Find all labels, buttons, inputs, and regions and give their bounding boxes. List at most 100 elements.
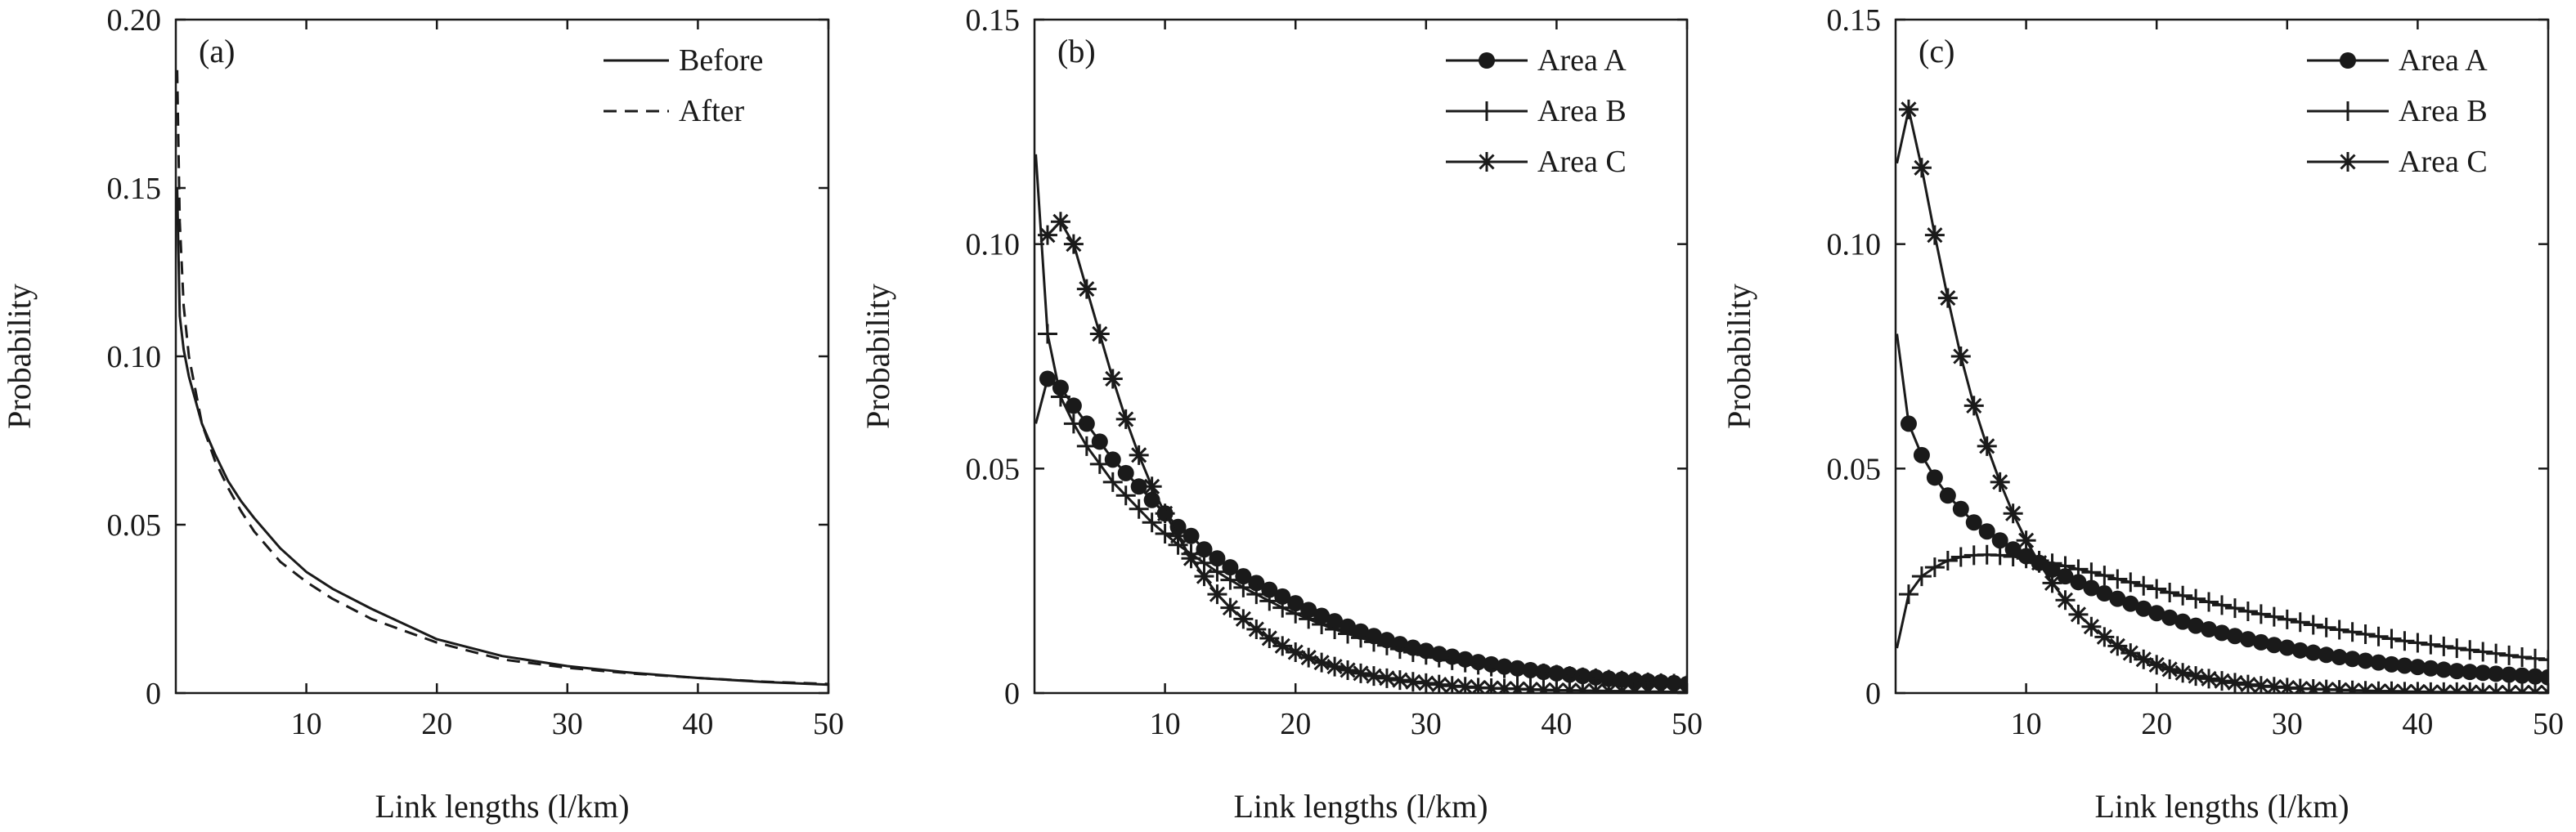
marker-plus [2316, 617, 2336, 637]
legend-label: After [679, 94, 745, 128]
marker-circle [2540, 669, 2548, 686]
marker-asterisk [2107, 636, 2128, 656]
marker-plus [2277, 609, 2297, 629]
marker-asterisk [1651, 682, 1672, 693]
y-axis-label: Probability [859, 284, 896, 429]
legend-label: Area A [1537, 43, 1627, 78]
marker-plus [1050, 387, 1070, 407]
marker-plus [1389, 639, 1410, 660]
marker-circle [1183, 527, 1200, 544]
marker-plus [1076, 436, 1097, 456]
marker-asterisk [1520, 679, 1541, 693]
marker-asterisk [2342, 680, 2363, 693]
series-line-before [176, 187, 828, 687]
marker-circle [2122, 595, 2139, 612]
marker-plus [1990, 545, 2010, 566]
marker-plus [1115, 485, 1136, 506]
panel-label: (c) [1919, 33, 1954, 69]
marker-asterisk [1664, 682, 1685, 693]
marker-asterisk [2264, 677, 2284, 693]
marker-asterisk [1546, 680, 1567, 693]
marker-asterisk [1950, 347, 1971, 366]
x-tick-label: 40 [2402, 707, 2433, 741]
marker-circle [2201, 620, 2218, 637]
marker-plus [1129, 499, 1149, 519]
marker-asterisk [1533, 680, 1554, 693]
marker-plus [1520, 662, 1541, 682]
marker-plus [1477, 101, 1497, 121]
marker-circle [2344, 651, 2361, 668]
marker-circle [2174, 613, 2192, 630]
marker-asterisk [2029, 552, 2049, 573]
marker-plus [1325, 619, 1345, 639]
marker-circle [2057, 568, 2074, 585]
marker-circle [2096, 585, 2113, 602]
plot-frame [1033, 18, 1689, 695]
marker-circle [2370, 654, 2387, 671]
legend-label: Area B [1537, 94, 1627, 128]
y-tick-label: 0.10 [966, 228, 1021, 262]
marker-circle [1117, 464, 1134, 481]
marker-circle [1130, 478, 1147, 495]
marker-asterisk [2042, 573, 2062, 593]
series-line-area-c [1046, 220, 1687, 693]
marker-asterisk [1063, 234, 1084, 254]
marker-plus [2525, 648, 2546, 669]
marker-asterisk [1129, 445, 1149, 465]
marker-circle [2239, 631, 2256, 648]
marker-asterisk [1402, 672, 1423, 692]
marker-plus [2368, 626, 2389, 646]
marker-asterisk [2499, 682, 2520, 693]
marker-circle [2226, 628, 2243, 645]
marker-plus [1299, 609, 1319, 629]
marker-plus [2290, 612, 2310, 633]
marker-asterisk [1194, 566, 1214, 587]
marker-plus [2355, 624, 2376, 645]
y-tick-label: 0 [146, 677, 161, 711]
marker-circle [1900, 415, 1917, 432]
marker-plus [1937, 550, 1958, 570]
marker-plus [1272, 597, 1293, 618]
marker-plus [2499, 645, 2520, 665]
marker-asterisk [2173, 663, 2193, 683]
marker-asterisk [1050, 212, 1070, 232]
marker-asterisk [1155, 503, 1175, 524]
marker-plus [1416, 645, 1436, 665]
marker-plus [1102, 472, 1123, 492]
x-tick-label: 40 [682, 707, 713, 741]
y-tick-label: 0.05 [1827, 452, 1882, 486]
legend-label: Before [679, 43, 763, 78]
marker-circle [2396, 657, 2413, 674]
marker-plus [1481, 656, 1501, 677]
marker-plus [1950, 547, 1971, 567]
marker-asterisk [1977, 436, 1997, 456]
x-tick-label: 30 [552, 707, 583, 741]
marker-asterisk [1037, 225, 1057, 245]
marker-plus [2473, 642, 2493, 662]
marker-circle [1965, 514, 1982, 531]
x-tick-label: 10 [1150, 707, 1181, 741]
series-markers-area-b [1037, 324, 1687, 693]
legend-label: Area A [2399, 43, 2488, 78]
marker-asterisk [1416, 673, 1436, 693]
marker-asterisk [2251, 676, 2271, 693]
marker-plus [2094, 566, 2115, 586]
series-markers-area-a [1900, 415, 2548, 686]
marker-asterisk [1429, 674, 1449, 693]
marker-circle [2109, 590, 2126, 607]
marker-plus [2055, 556, 2076, 576]
marker-circle [2265, 637, 2282, 654]
marker-plus [2460, 640, 2480, 660]
marker-asterisk [1338, 660, 1358, 680]
marker-asterisk [2538, 682, 2548, 693]
y-axis-label: Probability [1721, 284, 1757, 429]
marker-asterisk [1937, 288, 1958, 308]
marker-asterisk [2355, 681, 2376, 693]
marker-asterisk [1612, 681, 1632, 693]
marker-asterisk [2525, 682, 2546, 693]
marker-plus [1338, 624, 1358, 644]
marker-asterisk [1286, 642, 1306, 663]
marker-asterisk [1494, 678, 1515, 693]
marker-circle [2475, 664, 2492, 682]
marker-asterisk [2277, 678, 2297, 693]
